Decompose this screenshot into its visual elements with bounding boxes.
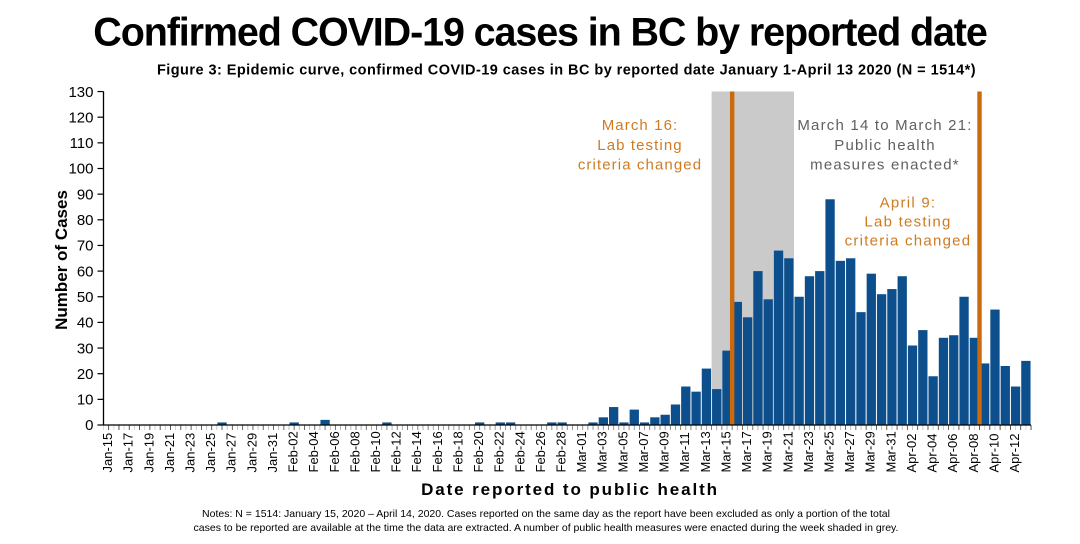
svg-text:Feb-18: Feb-18 (450, 431, 465, 472)
svg-text:50: 50 (77, 289, 94, 306)
svg-text:Jan-25: Jan-25 (203, 433, 218, 473)
svg-text:Jan-29: Jan-29 (244, 433, 259, 473)
svg-text:Mar-29: Mar-29 (863, 431, 878, 472)
svg-text:criteria changed: criteria changed (845, 233, 972, 250)
svg-text:130: 130 (68, 84, 93, 101)
svg-text:Mar-17: Mar-17 (739, 431, 754, 472)
svg-text:Feb-08: Feb-08 (347, 431, 362, 472)
svg-text:40: 40 (77, 315, 94, 332)
svg-text:Apr-06: Apr-06 (945, 433, 960, 472)
svg-text:Feb-10: Feb-10 (368, 431, 383, 472)
svg-text:Jan-23: Jan-23 (183, 433, 198, 473)
svg-text:Jan-15: Jan-15 (100, 433, 115, 473)
svg-text:Feb-04: Feb-04 (306, 431, 321, 472)
svg-text:March 16:: March 16: (602, 117, 679, 134)
svg-text:cases to be reported are avail: cases to be reported are available at th… (194, 522, 899, 534)
svg-text:Figure 3: Epidemic curve, conf: Figure 3: Epidemic curve, confirmed COVI… (157, 63, 976, 79)
svg-text:Feb-16: Feb-16 (430, 431, 445, 472)
svg-text:60: 60 (77, 263, 94, 280)
svg-text:Mar-25: Mar-25 (821, 431, 836, 472)
svg-text:80: 80 (77, 212, 94, 229)
svg-text:Mar-23: Mar-23 (801, 431, 816, 472)
svg-text:Apr-10: Apr-10 (986, 433, 1001, 472)
svg-text:Apr-02: Apr-02 (904, 433, 919, 472)
svg-text:Lab testing: Lab testing (597, 137, 683, 154)
svg-text:March 14 to March 21:: March 14 to March 21: (797, 117, 972, 134)
svg-text:110: 110 (70, 135, 94, 152)
svg-text:Mar-15: Mar-15 (718, 431, 733, 472)
svg-text:Feb-26: Feb-26 (533, 431, 548, 472)
svg-text:Feb-02: Feb-02 (286, 431, 301, 472)
svg-text:Mar-11: Mar-11 (677, 432, 692, 472)
svg-text:Mar-27: Mar-27 (842, 431, 857, 472)
svg-text:Number of Cases: Number of Cases (52, 190, 71, 330)
svg-text:Mar-13: Mar-13 (698, 431, 713, 472)
svg-text:Feb-14: Feb-14 (409, 431, 424, 472)
svg-text:10: 10 (77, 392, 94, 409)
svg-text:Mar-19: Mar-19 (760, 431, 775, 472)
svg-text:30: 30 (77, 340, 94, 357)
svg-text:Mar-07: Mar-07 (636, 431, 651, 472)
svg-text:20: 20 (77, 366, 94, 383)
svg-text:Jan-27: Jan-27 (224, 433, 239, 473)
svg-text:measures enacted*: measures enacted* (810, 157, 960, 174)
svg-text:Lab testing: Lab testing (864, 214, 951, 231)
svg-text:Feb-20: Feb-20 (471, 431, 486, 472)
svg-text:100: 100 (68, 161, 93, 178)
svg-text:Mar-31: Mar-31 (883, 431, 898, 472)
svg-text:Notes: N = 1514: January 15, 2: Notes: N = 1514: January 15, 2020 – Apri… (202, 508, 890, 520)
svg-text:April 9:: April 9: (880, 195, 937, 212)
svg-text:Apr-08: Apr-08 (966, 433, 981, 472)
svg-text:120: 120 (68, 109, 93, 126)
svg-text:Feb-24: Feb-24 (512, 431, 527, 472)
svg-text:Feb-12: Feb-12 (389, 431, 404, 472)
svg-text:Confirmed COVID-19 cases in BC: Confirmed COVID-19 cases in BC by report… (93, 11, 987, 55)
svg-text:Apr-12: Apr-12 (1007, 433, 1022, 472)
svg-text:Public health: Public health (834, 137, 936, 154)
svg-text:Jan-17: Jan-17 (121, 433, 136, 473)
svg-text:Apr-04: Apr-04 (925, 433, 940, 472)
svg-text:Mar-21: Mar-21 (780, 431, 795, 472)
svg-text:Feb-22: Feb-22 (492, 431, 507, 472)
svg-text:Jan-19: Jan-19 (141, 433, 156, 473)
svg-text:70: 70 (77, 238, 94, 255)
svg-text:Mar-05: Mar-05 (615, 431, 630, 472)
svg-text:criteria changed: criteria changed (578, 157, 702, 174)
svg-text:Jan-21: Jan-21 (162, 433, 177, 473)
svg-text:Mar-01: Mar-01 (574, 431, 589, 472)
svg-text:Jan-31: Jan-31 (265, 433, 280, 473)
svg-text:Feb-28: Feb-28 (554, 431, 569, 472)
svg-text:Date reported to public health: Date reported to public health (421, 480, 719, 499)
svg-text:Mar-09: Mar-09 (657, 431, 672, 472)
svg-text:90: 90 (77, 186, 94, 203)
svg-text:Feb-06: Feb-06 (327, 431, 342, 472)
svg-text:Mar-03: Mar-03 (595, 431, 610, 472)
svg-text:0: 0 (85, 417, 93, 434)
